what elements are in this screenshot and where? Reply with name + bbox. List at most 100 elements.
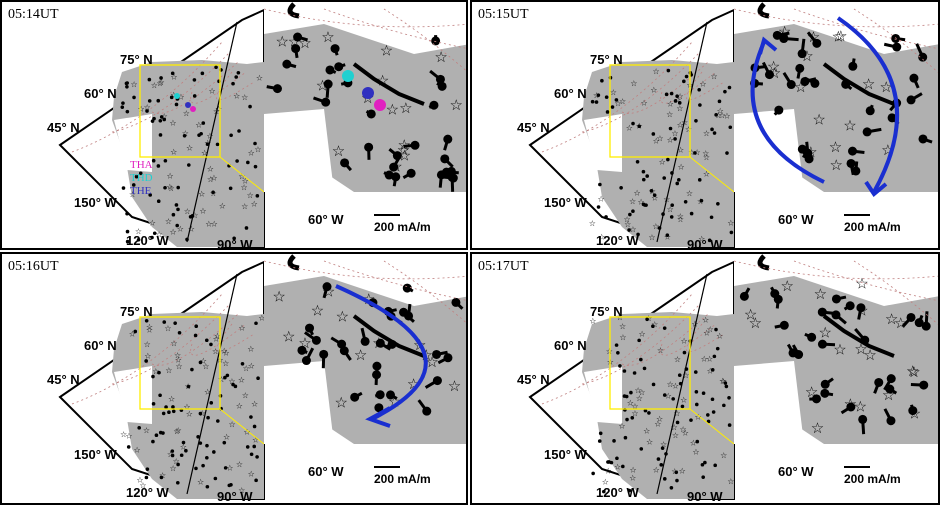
station-dot-marker (256, 376, 260, 381)
station-dot-marker (237, 129, 241, 133)
inset-current-vector (783, 37, 799, 42)
station-dot-marker (232, 236, 236, 241)
station-star-marker: ☆ (205, 219, 212, 228)
station-dot-marker (664, 452, 668, 456)
label-lon-90: 90° W (217, 237, 253, 248)
station-star-marker: ☆ (198, 190, 205, 199)
station-dot-marker (254, 478, 258, 483)
inset-dot-marker (919, 380, 929, 390)
map-panel-0516: ☆ ☆ ☆ ☆ ☆ ☆ ☆ ☆ ☆ ☆ ☆ ☆ ☆ ☆ ☆ ☆ ☆ ☆ ☆ ☆ ☆ ☆ ☆ ☆ ☆ ☆ ☆ ☆ ☆ ☆ ☆ ☆ ☆ ☆ ☆ ☆ ☆ ☆ ☆ ☆… (0, 252, 468, 505)
inset-current-vector (852, 149, 865, 154)
inset-current-vector (325, 83, 330, 98)
station-dot-marker (642, 366, 647, 371)
station-star-marker: ☆ (135, 227, 142, 236)
inset-star-marker: ☆ (389, 157, 402, 175)
map-svg: ☆☆☆☆☆☆☆☆☆☆☆☆☆☆☆☆☆☆☆☆☆☆☆☆☆☆☆☆☆☆☆☆☆☆☆☆☆☆☆☆… (517, 254, 938, 503)
station-dot-marker (205, 142, 210, 147)
inset-current-vector (786, 343, 795, 354)
station-star-marker: ☆ (703, 328, 710, 337)
zoom-connector (219, 156, 265, 193)
station-star-marker: ☆ (151, 81, 158, 90)
latitude-gridline (685, 71, 725, 100)
latitude-gridline (111, 51, 231, 133)
inset-star-marker: ☆ (425, 353, 438, 371)
label-lon-90: 90° W (687, 237, 723, 248)
station-star-marker: ☆ (589, 219, 596, 228)
station-dot-marker (185, 237, 189, 242)
satellite-legend-label: THE (130, 185, 152, 197)
station-dot-marker (728, 125, 733, 130)
station-dot-marker (665, 233, 670, 237)
station-dot-marker (231, 81, 235, 86)
station-dot-marker (677, 178, 681, 182)
inset-star-marker: ☆ (321, 28, 334, 46)
inset-current-vector (429, 69, 442, 81)
station-star-marker: ☆ (717, 107, 724, 116)
station-dot-marker (194, 466, 198, 471)
station-star-marker: ☆ (202, 362, 209, 371)
inset-current-vector (889, 387, 898, 395)
station-dot-marker (194, 324, 199, 328)
station-dot-marker (186, 384, 191, 389)
station-dot-marker (652, 193, 657, 197)
station-star-marker: ☆ (213, 107, 220, 116)
station-star-marker: ☆ (727, 477, 734, 486)
inset-star-marker: ☆ (275, 32, 288, 50)
inset-star-marker: ☆ (334, 393, 347, 411)
label-lat-60: 60° N (554, 86, 587, 101)
station-star-marker: ☆ (619, 322, 626, 331)
inset-current-vector (901, 316, 913, 328)
station-dot-marker (639, 357, 643, 362)
flow-arrow-left (750, 41, 825, 184)
station-star-marker: ☆ (144, 340, 151, 349)
latitude-gridline (215, 323, 255, 352)
station-dot-marker (727, 423, 732, 427)
satellite-tha-small (190, 106, 196, 112)
station-star-marker: ☆ (631, 409, 638, 418)
station-star-marker: ☆ (236, 401, 243, 410)
station-dot-marker (235, 159, 239, 163)
station-dot-marker (629, 390, 633, 395)
station-star-marker: ☆ (703, 170, 710, 179)
inset-current-vector (912, 77, 920, 89)
inset-current-vector (384, 342, 393, 349)
station-star-marker: ☆ (692, 447, 699, 456)
inset-current-vector (424, 379, 439, 389)
latitude-gridline (660, 323, 717, 356)
inset-coastline (352, 62, 425, 106)
station-dot-marker (614, 343, 619, 347)
station-dot-marker (725, 151, 729, 155)
inset-star-marker: ☆ (829, 138, 842, 156)
inset-star-marker: ☆ (380, 41, 393, 59)
inset-current-vector (428, 103, 435, 109)
station-dot-marker (622, 369, 627, 373)
station-dot-marker (649, 189, 654, 193)
station-star-marker: ☆ (663, 195, 670, 204)
map-panel-0515: ☆ ☆ ☆ ☆ ☆ ☆ ☆ ☆ ☆ ☆ ☆ ☆ ☆ ☆ ☆ ☆ ☆ ☆ ☆ ☆ ☆ ☆ ☆ ☆ ☆ ☆ ☆ ☆ ☆ ☆ ☆ ☆ ☆ ☆ ☆ ☆ ☆ ☆ ☆ ☆… (470, 0, 940, 250)
station-star-marker: ☆ (716, 331, 723, 340)
station-dot-marker (198, 360, 203, 365)
map-panel-0517: ☆ ☆ ☆ ☆ ☆ ☆ ☆ ☆ ☆ ☆ ☆ ☆ ☆ ☆ ☆ ☆ ☆ ☆ ☆ ☆ ☆ ☆ ☆ ☆ ☆ ☆ ☆ ☆ ☆ ☆ ☆ ☆ ☆ ☆ ☆ ☆ ☆ ☆ ☆ ☆… (470, 252, 940, 505)
satellite-tha-marker (374, 99, 386, 111)
station-star-marker: ☆ (143, 426, 150, 435)
station-dot-marker (162, 117, 167, 122)
station-star-marker: ☆ (660, 440, 667, 449)
station-dot-marker (615, 456, 619, 461)
station-star-marker: ☆ (693, 148, 700, 157)
station-star-marker: ☆ (589, 317, 596, 326)
inset-current-vector (910, 383, 924, 387)
station-star-marker: ☆ (155, 230, 162, 239)
label-lon-90: 90° W (687, 489, 723, 503)
station-dot-marker (201, 121, 206, 125)
station-star-marker: ☆ (152, 367, 159, 376)
inset-current-vector (883, 408, 893, 422)
station-dot-marker (176, 207, 180, 212)
station-star-marker: ☆ (144, 103, 151, 112)
time-label: 05:17UT (478, 259, 529, 274)
inset-current-vector (866, 127, 882, 134)
station-star-marker: ☆ (677, 146, 684, 155)
meridian-line (186, 273, 238, 495)
label-lat-75: 75° N (120, 52, 153, 67)
latitude-gridline (111, 303, 231, 385)
inset-current-vector (343, 161, 353, 172)
